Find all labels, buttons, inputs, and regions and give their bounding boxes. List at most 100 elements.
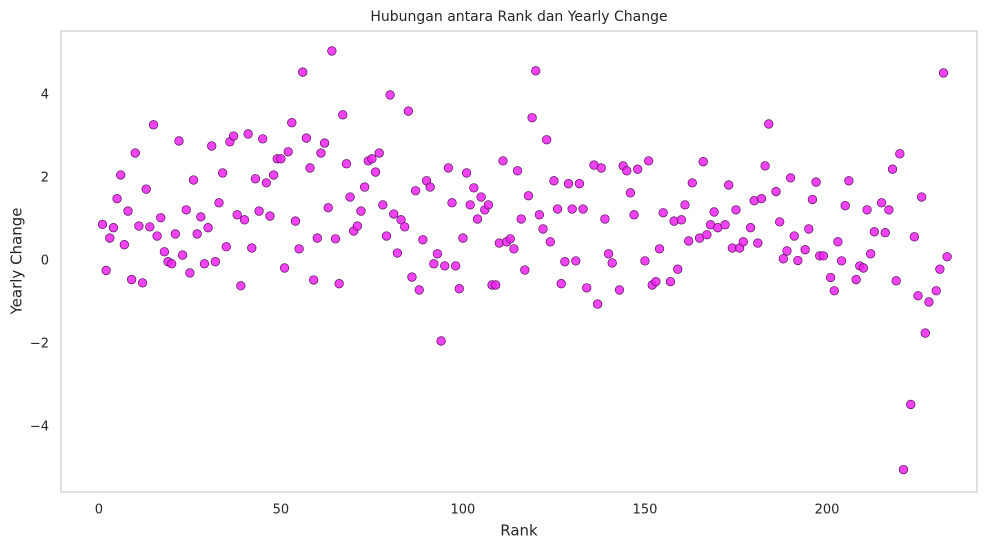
- point: [745, 223, 756, 233]
- point: [119, 240, 129, 250]
- point: [447, 198, 457, 208]
- point: [345, 192, 355, 202]
- point: [287, 118, 297, 128]
- point: [603, 249, 614, 259]
- point: [177, 250, 188, 260]
- point: [760, 161, 770, 171]
- point: [545, 237, 555, 247]
- point: [145, 222, 155, 232]
- point: [341, 159, 352, 169]
- point: [403, 106, 413, 116]
- point: [389, 209, 399, 219]
- point: [836, 256, 847, 266]
- point: [800, 245, 810, 255]
- point: [582, 283, 592, 293]
- point: [775, 217, 785, 227]
- point: [294, 244, 304, 254]
- point: [764, 119, 774, 129]
- point: [833, 237, 843, 247]
- point: [188, 175, 199, 185]
- point: [680, 200, 690, 210]
- x-tick-label: 150: [633, 503, 658, 518]
- point: [414, 285, 424, 295]
- point: [116, 170, 126, 180]
- point: [472, 214, 483, 224]
- y-tick-label: −2: [30, 336, 49, 351]
- point: [283, 147, 293, 157]
- point: [451, 261, 461, 271]
- point: [687, 178, 697, 188]
- point: [323, 203, 333, 213]
- point: [250, 174, 261, 184]
- point: [156, 213, 166, 223]
- point: [469, 183, 479, 193]
- point: [458, 233, 468, 243]
- point: [538, 224, 548, 234]
- y-axis-label: Yearly Change: [8, 208, 26, 316]
- point: [167, 259, 177, 269]
- y-tick-label: 4: [41, 87, 49, 102]
- point: [778, 254, 788, 264]
- point: [174, 136, 184, 146]
- point: [330, 234, 341, 244]
- point: [309, 275, 319, 285]
- point: [578, 204, 588, 214]
- point: [862, 205, 872, 215]
- point: [400, 222, 410, 232]
- point: [148, 120, 159, 130]
- point: [385, 90, 395, 100]
- point: [316, 148, 326, 158]
- point: [319, 138, 330, 148]
- point: [170, 229, 180, 239]
- point: [571, 256, 581, 266]
- point: [520, 265, 530, 275]
- point: [276, 154, 286, 164]
- point: [498, 156, 508, 166]
- point: [436, 336, 446, 346]
- point: [844, 176, 854, 186]
- point: [920, 328, 930, 338]
- point: [884, 205, 894, 215]
- point: [527, 113, 537, 123]
- point: [185, 268, 195, 278]
- point: [392, 248, 403, 258]
- point: [123, 206, 133, 216]
- point: [236, 281, 246, 291]
- point: [880, 228, 890, 238]
- point: [738, 237, 748, 247]
- point: [531, 66, 541, 76]
- point: [509, 244, 519, 254]
- point: [720, 220, 730, 230]
- point: [268, 170, 279, 180]
- x-tick-label: 100: [451, 503, 476, 518]
- point: [105, 233, 115, 243]
- point: [196, 212, 206, 222]
- point: [159, 247, 170, 257]
- point: [101, 265, 111, 276]
- point: [312, 233, 322, 243]
- point: [935, 264, 945, 274]
- point: [818, 251, 829, 261]
- point: [793, 255, 803, 266]
- point: [600, 214, 610, 224]
- point: [913, 291, 923, 301]
- point: [542, 135, 552, 145]
- point: [789, 231, 799, 241]
- point: [895, 149, 905, 159]
- point: [265, 211, 275, 221]
- point: [917, 192, 927, 202]
- point: [298, 67, 308, 77]
- point: [410, 186, 421, 196]
- point: [876, 198, 887, 208]
- x-tick-label: 200: [815, 503, 840, 518]
- point: [381, 231, 392, 241]
- point: [239, 215, 250, 225]
- point: [440, 261, 450, 271]
- point: [654, 244, 665, 254]
- point: [567, 204, 577, 214]
- point: [134, 221, 144, 231]
- point: [378, 200, 388, 210]
- point: [549, 176, 559, 186]
- chart-title: Hubungan antara Rank dan Yearly Change: [370, 9, 667, 25]
- point: [785, 173, 796, 183]
